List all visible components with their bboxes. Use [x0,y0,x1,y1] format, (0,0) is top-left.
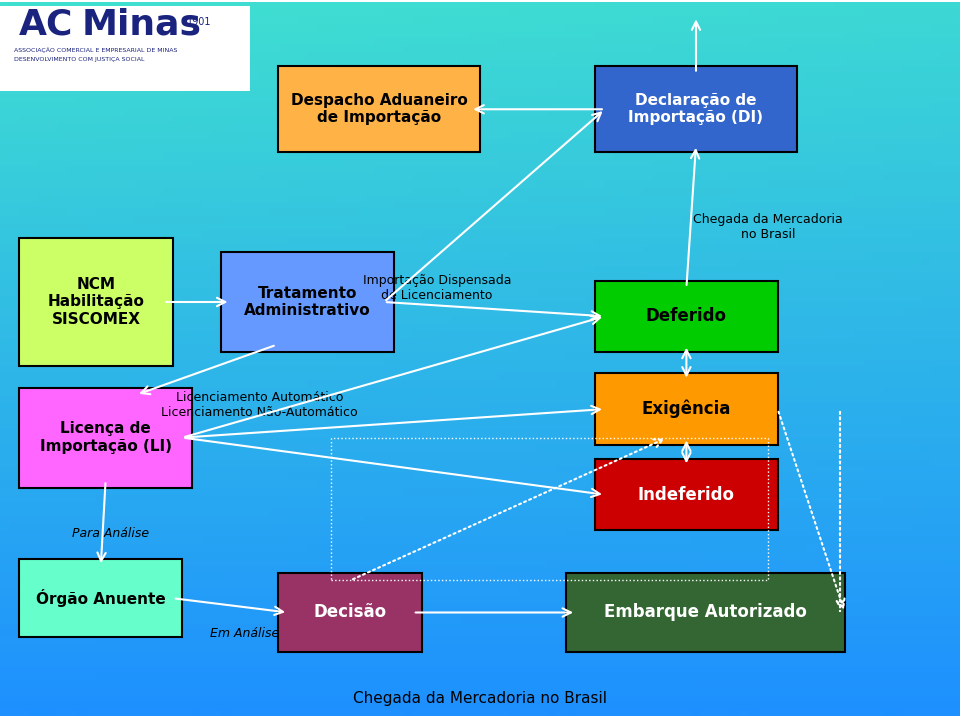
Bar [331,437,768,581]
Text: Em Análise: Em Análise [210,627,279,640]
Text: Minas: Minas [82,7,202,42]
FancyBboxPatch shape [19,559,182,637]
FancyBboxPatch shape [278,574,422,652]
FancyBboxPatch shape [0,6,250,92]
FancyBboxPatch shape [566,574,845,652]
Text: Despacho Aduaneiro
de Importação: Despacho Aduaneiro de Importação [291,93,468,125]
Text: Chegada da Mercadoria
no Brasil: Chegada da Mercadoria no Brasil [693,213,843,241]
FancyBboxPatch shape [19,387,192,488]
Text: AC: AC [19,7,74,42]
Text: Licença de
Importação (LI): Licença de Importação (LI) [39,422,172,454]
Text: Tratamento
Administrativo: Tratamento Administrativo [244,286,371,318]
Text: Chegada da Mercadoria no Brasil: Chegada da Mercadoria no Brasil [353,691,607,706]
Text: Deferido: Deferido [646,307,727,325]
FancyBboxPatch shape [19,238,173,366]
FancyBboxPatch shape [221,252,394,352]
Text: Órgão Anuente: Órgão Anuente [36,589,166,607]
Text: 1901: 1901 [187,17,212,27]
Text: NCM
Habilitação
SISCOMEX: NCM Habilitação SISCOMEX [48,277,144,327]
FancyBboxPatch shape [278,67,480,152]
Text: Exigência: Exigência [641,400,732,418]
FancyBboxPatch shape [595,281,778,352]
FancyBboxPatch shape [595,67,797,152]
Text: Importação Dispensada
de Licenciamento: Importação Dispensada de Licenciamento [363,274,511,301]
Text: Indeferido: Indeferido [637,485,735,504]
Text: ASSOCIAÇÃO COMERCIAL E EMPRESARIAL DE MINAS: ASSOCIAÇÃO COMERCIAL E EMPRESARIAL DE MI… [14,47,178,53]
Text: Para Análise: Para Análise [72,528,149,541]
FancyBboxPatch shape [595,459,778,531]
Text: Licenciamento Automático
Licenciamento Não-Automático: Licenciamento Automático Licenciamento N… [161,392,357,420]
Text: DESENVOLVIMENTO COM JUSTIÇA SOCIAL: DESENVOLVIMENTO COM JUSTIÇA SOCIAL [14,57,145,62]
Text: Embarque Autorizado: Embarque Autorizado [604,604,807,621]
Text: Decisão: Decisão [314,604,387,621]
FancyBboxPatch shape [595,373,778,445]
Text: Declaração de
Importação (DI): Declaração de Importação (DI) [629,93,763,125]
